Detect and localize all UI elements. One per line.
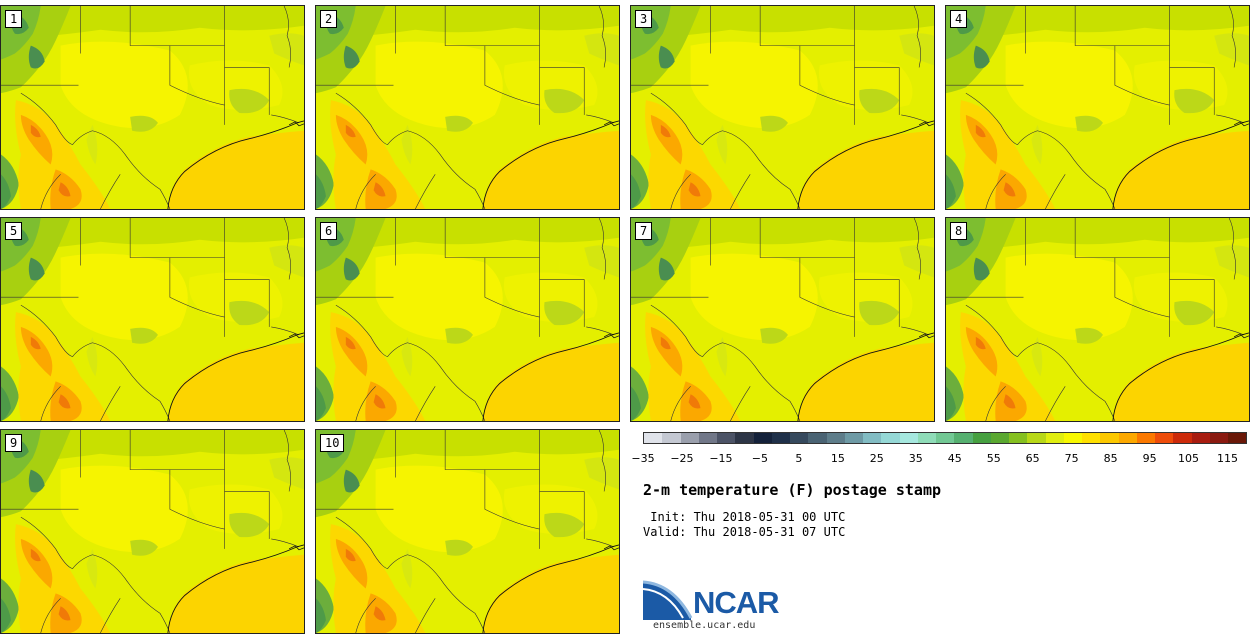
- colorbar-tick-label: −5: [751, 452, 768, 465]
- postage-stamp-map[interactable]: 1: [0, 5, 305, 210]
- colorbar-segment: [808, 433, 827, 443]
- colorbar-tick-label: 15: [830, 452, 845, 465]
- colorbar-tick-label: 85: [1103, 452, 1118, 465]
- postage-stamp-map[interactable]: 7: [630, 217, 935, 422]
- colorbar-segment: [698, 433, 717, 443]
- colorbar-segment: [644, 433, 663, 443]
- colorbar-segment: [844, 433, 863, 443]
- colorbar-tick-label: 25: [869, 452, 884, 465]
- colorbar-tick-label: 95: [1142, 452, 1157, 465]
- colorbar-segment: [1228, 433, 1247, 443]
- colorbar-segment: [790, 433, 809, 443]
- colorbar-tick-labels: −35 −25 −15 −5 5 15 25 35 45 55 65 75 85 95 105 115: [631, 452, 1247, 466]
- colorbar-tick-label: 35: [908, 452, 923, 465]
- colorbar-segment: [1063, 433, 1082, 443]
- ncar-logo-icon[interactable]: [643, 578, 803, 623]
- member-number: 4: [950, 10, 968, 28]
- colorbar-segment: [954, 433, 973, 443]
- colorbar-segment: [1136, 433, 1155, 443]
- colorbar-segment: [1082, 433, 1101, 443]
- postage-stamp-map[interactable]: 5: [0, 217, 305, 422]
- colorbar-segment: [972, 433, 991, 443]
- colorbar-segment: [662, 433, 681, 443]
- colorbar-segment: [1118, 433, 1137, 443]
- member-number: 10: [320, 434, 345, 452]
- map-canvas: [1, 430, 304, 633]
- init-time: Init: Thu 2018-05-31 00 UTC: [643, 510, 846, 524]
- map-canvas: [316, 6, 619, 209]
- member-number: 1: [5, 10, 23, 28]
- map-canvas: [316, 430, 619, 633]
- colorbar-segment: [1155, 433, 1174, 443]
- colorbar-tick-label: 5: [795, 452, 803, 465]
- colorbar-tick-label: 45: [947, 452, 962, 465]
- map-canvas: [946, 6, 1249, 209]
- postage-stamp-map[interactable]: 2: [315, 5, 620, 210]
- colorbar-segment: [881, 433, 900, 443]
- map-canvas: [1, 218, 304, 421]
- colorbar-segment: [1009, 433, 1028, 443]
- colorbar-tick-label: 75: [1064, 452, 1079, 465]
- colorbar-segment: [1209, 433, 1228, 443]
- member-number: 7: [635, 222, 653, 240]
- colorbar-segment: [1045, 433, 1064, 443]
- postage-stamp-map[interactable]: 10: [315, 429, 620, 634]
- colorbar-segment: [1027, 433, 1046, 443]
- member-number: 3: [635, 10, 653, 28]
- colorbar-segment: [936, 433, 955, 443]
- temperature-colorbar: [643, 432, 1247, 444]
- colorbar-segment: [917, 433, 936, 443]
- postage-stamp-map[interactable]: 4: [945, 5, 1250, 210]
- colorbar-segment: [863, 433, 882, 443]
- colorbar-segment: [1100, 433, 1119, 443]
- map-canvas: [631, 6, 934, 209]
- member-number: 6: [320, 222, 338, 240]
- product-title: 2-m temperature (F) postage stamp: [643, 481, 942, 499]
- postage-stamp-map[interactable]: 3: [630, 5, 935, 210]
- colorbar-segment: [680, 433, 699, 443]
- site-url[interactable]: ensemble.ucar.edu: [653, 620, 756, 631]
- colorbar-segment: [717, 433, 736, 443]
- member-number: 9: [5, 434, 23, 452]
- map-canvas: [631, 218, 934, 421]
- member-number: 5: [5, 222, 23, 240]
- postage-stamp-map[interactable]: 9: [0, 429, 305, 634]
- ncar-logo-text: NCAR: [693, 585, 780, 620]
- colorbar-tick-label: 55: [986, 452, 1001, 465]
- colorbar-segment: [1173, 433, 1192, 443]
- valid-time: Valid: Thu 2018-05-31 07 UTC: [643, 525, 846, 539]
- colorbar-segment: [753, 433, 772, 443]
- map-canvas: [1, 6, 304, 209]
- colorbar-tick-label: −25: [670, 452, 694, 465]
- colorbar-segment: [771, 433, 790, 443]
- colorbar-tick-label: 65: [1025, 452, 1040, 465]
- colorbar-segment: [1191, 433, 1210, 443]
- postage-stamp-map[interactable]: 8: [945, 217, 1250, 422]
- colorbar-tick-label: 115: [1217, 452, 1239, 465]
- colorbar-tick-label: 105: [1178, 452, 1200, 465]
- colorbar-tick-label: −15: [709, 452, 733, 465]
- postage-stamp-map[interactable]: 6: [315, 217, 620, 422]
- map-canvas: [316, 218, 619, 421]
- colorbar-segment: [990, 433, 1009, 443]
- colorbar-tick-label: −35: [631, 452, 655, 465]
- colorbar-segment: [899, 433, 918, 443]
- member-number: 2: [320, 10, 338, 28]
- colorbar-segment: [826, 433, 845, 443]
- map-canvas: [946, 218, 1249, 421]
- member-number: 8: [950, 222, 968, 240]
- colorbar-segment: [735, 433, 754, 443]
